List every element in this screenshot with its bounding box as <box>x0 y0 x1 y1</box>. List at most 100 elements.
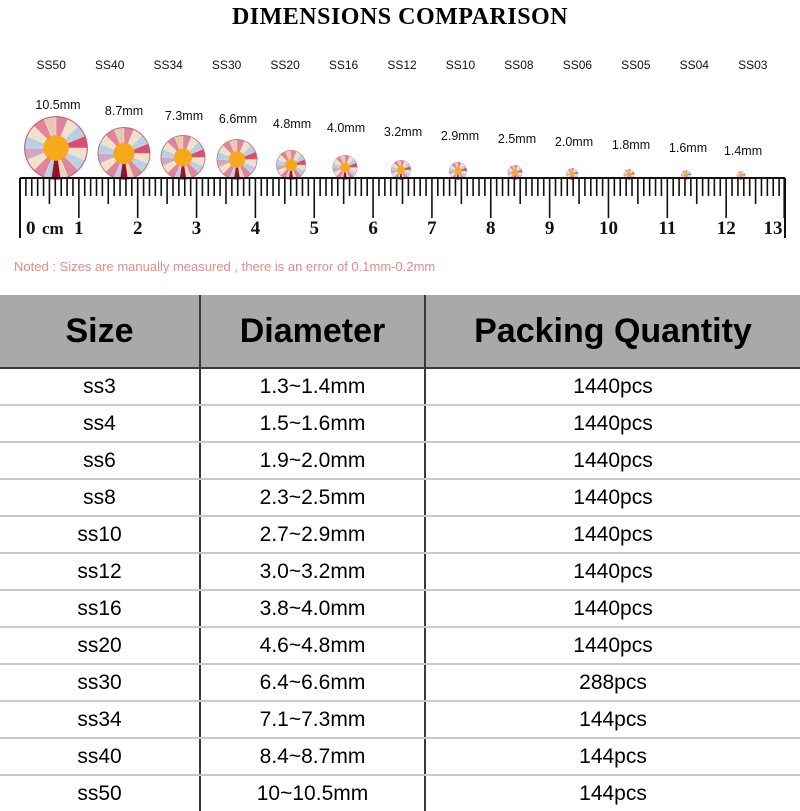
svg-text:7: 7 <box>427 218 437 239</box>
cell-size: ss4 <box>0 405 201 443</box>
ss-label-ss10: SS10 <box>445 58 476 72</box>
measurement-note: Noted : Sizes are manually measured , th… <box>14 259 436 274</box>
ss-label-ss34: SS34 <box>153 58 183 72</box>
mm-label-6.6mm: 6.6mm <box>218 112 258 126</box>
mm-label-2.9mm: 2.9mm <box>440 129 480 143</box>
mm-label-3.2mm: 3.2mm <box>383 125 423 139</box>
mm-label-7.3mm: 7.3mm <box>164 109 204 123</box>
mm-label-2.5mm: 2.5mm <box>497 132 537 146</box>
mm-label-8.7mm: 8.7mm <box>104 104 144 118</box>
svg-text:6: 6 <box>368 218 378 239</box>
mm-label-1.4mm: 1.4mm <box>723 144 763 158</box>
ss-label-ss08: SS08 <box>504 58 534 72</box>
rhinestone-gem-10.5mm <box>24 116 88 180</box>
ss-label-ss06: SS06 <box>562 58 593 72</box>
table-row: ss10 2.7~2.9mm 1440pcs <box>0 516 800 554</box>
ss-label-ss03: SS03 <box>738 58 768 72</box>
ss-label-ss04: SS04 <box>679 58 709 72</box>
cell-size: ss3 <box>0 368 201 406</box>
cell-packing-quantity: 288pcs <box>425 664 800 702</box>
table-row: ss12 3.0~3.2mm 1440pcs <box>0 553 800 591</box>
rhinestone-sample-row <box>0 100 800 180</box>
cell-packing-quantity: 144pcs <box>425 738 800 776</box>
svg-text:3: 3 <box>192 218 202 239</box>
svg-text:8: 8 <box>486 218 496 239</box>
rhinestone-gem-7.3mm <box>160 135 206 180</box>
cell-size: ss50 <box>0 775 201 811</box>
mm-label-1.6mm: 1.6mm <box>668 141 708 155</box>
cell-diameter: 1.5~1.6mm <box>200 405 426 443</box>
cell-diameter: 7.1~7.3mm <box>200 701 426 739</box>
mm-label-4.8mm: 4.8mm <box>272 117 312 131</box>
svg-text:0: 0 <box>26 218 36 239</box>
page-title: DIMENSIONS COMPARISON <box>231 4 569 30</box>
table-row: ss4 1.5~1.6mm 1440pcs <box>0 405 800 443</box>
column-header-diameter: Diameter <box>200 295 426 369</box>
table-row: ss40 8.4~8.7mm 144pcs <box>0 738 800 776</box>
table-header-row: Size Diameter Packing Quantity <box>0 295 800 369</box>
table-row: ss3 1.3~1.4mm 1440pcs <box>0 368 800 406</box>
ss-label-ss50: SS50 <box>36 58 66 72</box>
column-header-size: Size <box>0 295 201 369</box>
svg-text:13: 13 <box>764 218 783 239</box>
column-header-packing-quantity: Packing Quantity <box>425 295 800 369</box>
mm-label-2.0mm: 2.0mm <box>554 135 594 149</box>
cell-size: ss30 <box>0 664 201 702</box>
svg-text:2: 2 <box>133 218 143 239</box>
svg-text:11: 11 <box>658 218 676 239</box>
cell-packing-quantity: 1440pcs <box>425 553 800 591</box>
cell-packing-quantity: 1440pcs <box>425 479 800 517</box>
cell-diameter: 1.9~2.0mm <box>200 442 426 480</box>
svg-text:5: 5 <box>309 218 319 239</box>
mm-label-10.5mm: 10.5mm <box>35 98 81 112</box>
cell-size: ss34 <box>0 701 201 739</box>
cell-size: ss8 <box>0 479 201 517</box>
cell-packing-quantity: 144pcs <box>425 701 800 739</box>
table-row: ss34 7.1~7.3mm 144pcs <box>0 701 800 739</box>
cell-diameter: 2.7~2.9mm <box>200 516 426 554</box>
cell-diameter: 3.8~4.0mm <box>200 590 426 628</box>
cell-packing-quantity: 1440pcs <box>425 590 800 628</box>
ss-label-ss20: SS20 <box>270 58 300 72</box>
cell-diameter: 4.6~4.8mm <box>200 627 426 665</box>
mm-label-1.8mm: 1.8mm <box>611 138 651 152</box>
cell-diameter: 8.4~8.7mm <box>200 738 426 776</box>
cell-packing-quantity: 1440pcs <box>425 442 800 480</box>
cell-size: ss40 <box>0 738 201 776</box>
mm-label-4.0mm: 4.0mm <box>326 121 366 135</box>
table-row: ss8 2.3~2.5mm 1440pcs <box>0 479 800 517</box>
cell-size: ss6 <box>0 442 201 480</box>
rhinestone-gem-8.7mm <box>97 127 151 180</box>
ruler-scale: 0 1 2 3 4 5 6 7 8 9 10 11 12 13 cm <box>0 176 800 248</box>
table-row: ss50 10~10.5mm 144pcs <box>0 775 800 811</box>
cell-packing-quantity: 1440pcs <box>425 368 800 406</box>
rhinestone-gem-4.0mm <box>332 155 358 180</box>
svg-text:12: 12 <box>717 218 736 239</box>
table-row: ss16 3.8~4.0mm 1440pcs <box>0 590 800 628</box>
ss-label-ss40: SS40 <box>95 58 125 72</box>
cell-diameter: 6.4~6.6mm <box>200 664 426 702</box>
cell-packing-quantity: 1440pcs <box>425 627 800 665</box>
cell-size: ss10 <box>0 516 201 554</box>
size-chart-table: Size Diameter Packing Quantity ss3 1.3~1.… <box>0 295 800 811</box>
ss-label-ss05: SS05 <box>621 58 651 72</box>
table-row: ss30 6.4~6.6mm 288pcs <box>0 664 800 702</box>
ss-size-label-row: SS50 SS40 SS34 SS30 SS20 SS16 SS12 SS10 SS08 SS06… <box>22 58 782 76</box>
ss-label-ss12: SS12 <box>387 58 417 72</box>
cell-size: ss12 <box>0 553 201 591</box>
cell-diameter: 10~10.5mm <box>200 775 426 811</box>
cell-packing-quantity: 1440pcs <box>425 405 800 443</box>
svg-text:4: 4 <box>251 218 261 239</box>
table-row: ss20 4.6~4.8mm 1440pcs <box>0 627 800 665</box>
table-body: ss3 1.3~1.4mm 1440pcs ss4 1.5~1.6mm 1440pcs ss… <box>0 368 800 811</box>
rhinestone-gem-6.6mm <box>216 139 258 180</box>
cell-size: ss20 <box>0 627 201 665</box>
svg-text:10: 10 <box>599 218 618 239</box>
ss-label-ss16: SS16 <box>328 58 359 72</box>
svg-text:9: 9 <box>545 218 555 239</box>
rhinestone-gem-4.8mm <box>276 150 306 180</box>
cell-diameter: 1.3~1.4mm <box>200 368 426 406</box>
mm-diameter-label-row: 10.5mm 8.7mm 7.3mm 6.6mm 4.8mm 4.0mm 3.2mm 2.9m… <box>0 95 800 158</box>
cell-diameter: 3.0~3.2mm <box>200 553 426 591</box>
svg-text:cm: cm <box>42 219 64 238</box>
